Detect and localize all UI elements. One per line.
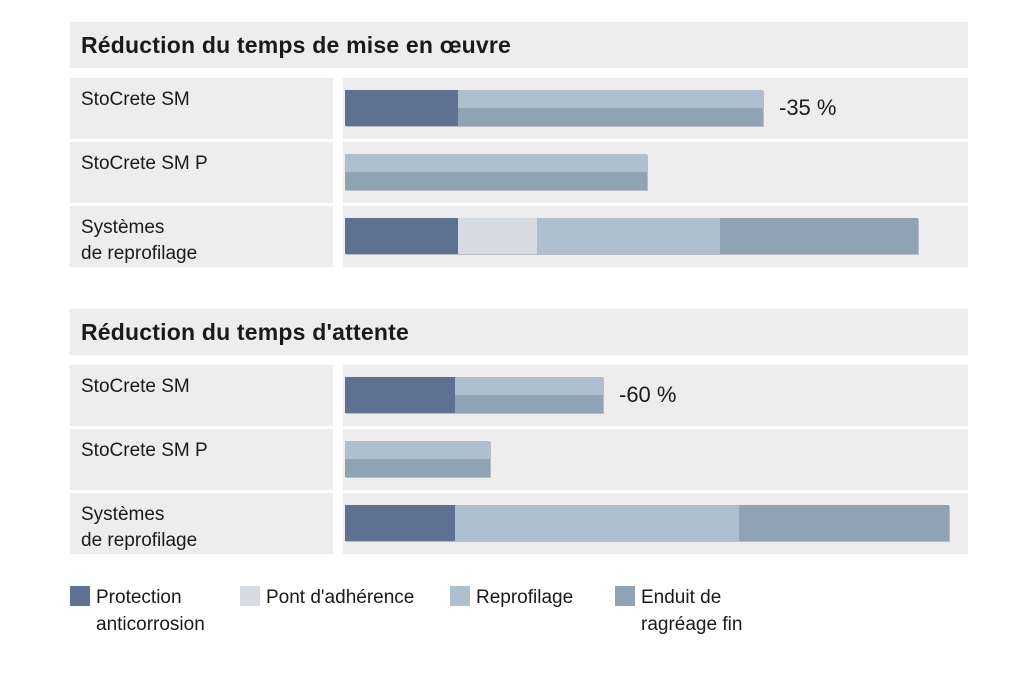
bar-segment-protection	[345, 218, 458, 254]
bar-segment-reprofilage	[455, 505, 739, 541]
chart-row: StoCrete SM P	[70, 142, 968, 203]
chart-rows: StoCrete SM -35 % StoCrete SM P Systèmes de …	[70, 78, 968, 267]
legend-swatch-reprofilage	[450, 586, 470, 606]
bar-segment-protection	[345, 90, 458, 126]
chart-row: StoCrete SM -35 %	[70, 78, 968, 139]
legend-label: Pont d'adhérence	[266, 584, 414, 611]
bar-track: -35 %	[343, 78, 968, 139]
bar-segment-protection	[345, 377, 455, 413]
legend-item-pont: Pont d'adhérence	[240, 584, 414, 611]
category-label: StoCrete SM	[70, 365, 333, 426]
legend-swatch-pont	[240, 586, 260, 606]
legend-swatch-enduit	[615, 586, 635, 606]
bar-segment-enduit	[720, 218, 918, 254]
bar-segment-reprofilage	[345, 441, 490, 459]
legend-label-line: Pont d'adhérence	[266, 587, 415, 608]
parallel-lanes	[458, 90, 763, 126]
stacked-bar	[345, 441, 490, 477]
parallel-lanes	[455, 377, 603, 413]
bar-segment-reprofilage	[537, 218, 720, 254]
stacked-bar	[345, 90, 763, 126]
bar-segment-enduit	[455, 395, 603, 413]
bar-segment-reprofilage	[345, 154, 647, 172]
legend-label-line: Reprofilage	[476, 587, 574, 608]
category-label: StoCrete SM	[70, 78, 333, 139]
column-divider	[333, 493, 343, 554]
column-divider	[333, 78, 343, 139]
bar-segment-enduit	[739, 505, 949, 541]
bar-segment-enduit	[345, 172, 647, 190]
category-label-line: Systèmes	[81, 217, 165, 238]
category-label-line: de reprofilage	[81, 243, 198, 264]
stacked-bar	[345, 154, 647, 190]
bar-segment-pont	[458, 218, 537, 254]
legend-label: Reprofilage	[476, 584, 573, 611]
chart-rows: StoCrete SM -60 % StoCrete SM P Systèmes de …	[70, 365, 968, 554]
legend-label-line: anticorrosion	[96, 614, 205, 635]
legend-item-protection: Protection anticorrosion	[70, 584, 205, 638]
bar-track	[343, 493, 968, 554]
chart-attente: Réduction du temps d'attente StoCrete SM…	[70, 309, 968, 554]
chart-row: StoCrete SM P	[70, 429, 968, 490]
bar-track	[343, 142, 968, 203]
chart-row: StoCrete SM -60 %	[70, 365, 968, 426]
category-label-line: Systèmes	[81, 504, 165, 525]
chart-row: Systèmes de reprofilage	[70, 206, 968, 267]
bar-track	[343, 429, 968, 490]
parallel-lanes	[345, 154, 647, 190]
category-label: Systèmes de reprofilage	[70, 206, 333, 267]
chart-mise-en-oeuvre: Réduction du temps de mise en œuvre StoC…	[70, 22, 968, 267]
bar-segment-reprofilage	[458, 90, 763, 108]
infographic-time-reduction: Réduction du temps de mise en œuvre StoC…	[70, 22, 968, 640]
category-label-line: StoCrete SM	[81, 89, 190, 110]
column-divider	[333, 142, 343, 203]
legend-item-reprofilage: Reprofilage	[450, 584, 573, 611]
legend-label: Protection anticorrosion	[96, 584, 205, 638]
bar-segment-enduit	[345, 459, 490, 477]
legend: Protection anticorrosion Pont d'adhérence R…	[70, 584, 968, 640]
bar-segment-reprofilage	[455, 377, 603, 395]
column-divider	[333, 429, 343, 490]
column-divider	[333, 206, 343, 267]
category-label-line: StoCrete SM P	[81, 153, 208, 174]
column-divider	[333, 365, 343, 426]
category-label-line: de reprofilage	[81, 530, 198, 551]
legend-label-line: Enduit de	[641, 587, 722, 608]
legend-label-line: Protection	[96, 587, 182, 608]
category-label-line: StoCrete SM P	[81, 440, 208, 461]
category-label-line: StoCrete SM	[81, 376, 190, 397]
legend-label-line: ragréage fin	[641, 614, 743, 635]
bar-segment-enduit	[458, 108, 763, 126]
legend-label: Enduit de ragréage fin	[641, 584, 742, 638]
legend-item-enduit: Enduit de ragréage fin	[615, 584, 742, 638]
category-label: StoCrete SM P	[70, 429, 333, 490]
category-label: StoCrete SM P	[70, 142, 333, 203]
stacked-bar	[345, 505, 949, 541]
chart-title: Réduction du temps d'attente	[70, 309, 968, 355]
parallel-lanes	[345, 441, 490, 477]
category-label: Systèmes de reprofilage	[70, 493, 333, 554]
bar-segment-protection	[345, 505, 455, 541]
stacked-bar	[345, 218, 918, 254]
stacked-bar	[345, 377, 603, 413]
bar-track: -60 %	[343, 365, 968, 426]
chart-title: Réduction du temps de mise en œuvre	[70, 22, 968, 68]
reduction-annotation: -35 %	[779, 95, 837, 120]
bar-track	[343, 206, 968, 267]
chart-row: Systèmes de reprofilage	[70, 493, 968, 554]
legend-swatch-protection	[70, 586, 90, 606]
reduction-annotation: -60 %	[619, 382, 677, 407]
